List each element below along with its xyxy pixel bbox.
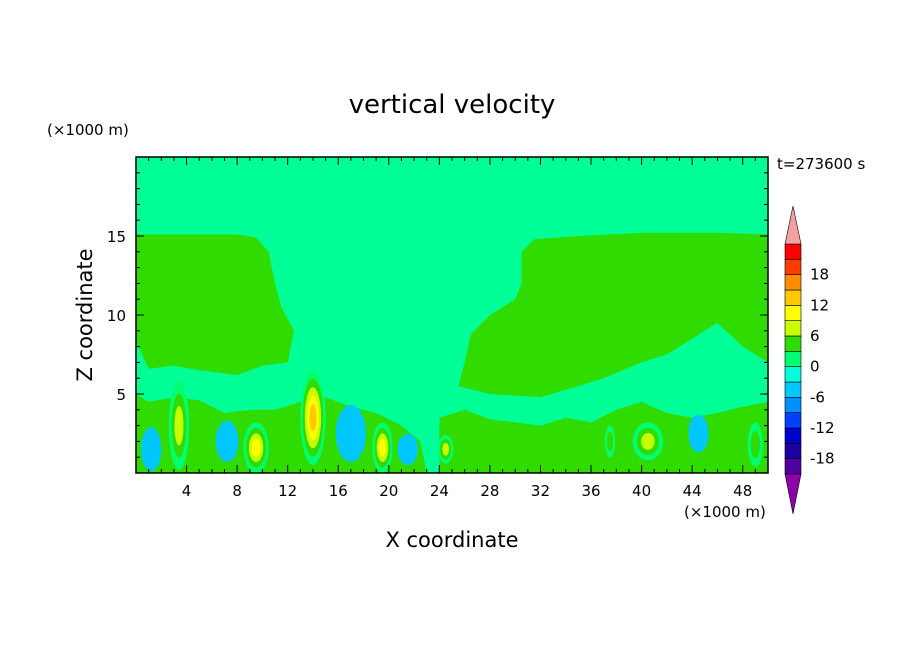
downdraft-cell-9-ring-1 [215, 420, 239, 462]
downdraft-cell-12-ring-1 [688, 414, 709, 453]
updraft-cell-6-ring-3 [641, 432, 655, 450]
y-tick-label: 5 [116, 386, 126, 404]
x-tick-label: 12 [278, 482, 297, 500]
x-tick-label: 24 [430, 482, 449, 500]
x-tick-label: 28 [480, 482, 499, 500]
colorbar-tick-label: 0 [810, 358, 820, 376]
colorbar-swatch [784, 443, 802, 459]
updraft-cell-7-ring-2 [750, 430, 761, 459]
colorbar-swatch [784, 427, 802, 444]
colorbar-swatch [784, 412, 802, 429]
colorbar-swatch [784, 320, 802, 337]
colorbar-tick-label: -12 [810, 419, 835, 437]
x-tick-label: 44 [683, 482, 702, 500]
time-label: t=273600 s [777, 155, 865, 173]
colorbar-swatch [784, 381, 802, 398]
updraft-cell-2-ring-5 [309, 404, 317, 432]
colorbar-swatch [784, 305, 802, 321]
x-tick-label: 8 [232, 482, 242, 500]
colorbar-tick-label: 12 [810, 296, 829, 314]
y-unit-label: (×1000 m) [47, 121, 129, 139]
chart-title: vertical velocity [349, 90, 556, 120]
updraft-cell-1-ring-4 [251, 438, 261, 457]
colorbar-swatch [784, 243, 802, 260]
colorbar-swatch [784, 397, 802, 413]
colorbar-swatch [784, 366, 802, 383]
colorbar-swatch [784, 259, 802, 275]
colorbar-tick-label: -18 [810, 450, 835, 468]
x-tick-label: 20 [379, 482, 398, 500]
y-axis-label: Z coordinate [73, 248, 97, 381]
x-axis-label: X coordinate [385, 528, 518, 552]
colorbar-tick-label: -6 [810, 388, 825, 406]
x-tick-label: 40 [632, 482, 651, 500]
x-tick-label: 16 [329, 482, 348, 500]
colorbar-min-arrow [784, 473, 802, 515]
upper-right-updraft-region [458, 232, 768, 398]
colorbar-swatch [784, 274, 802, 291]
downdraft-cell-10-ring-1 [335, 405, 367, 462]
y-tick-label: 10 [107, 307, 126, 325]
colorbar-tick-label: 6 [810, 327, 820, 345]
plot-area [136, 157, 768, 473]
updraft-cell-5-ring-2 [606, 431, 614, 452]
x-tick-label: 4 [182, 482, 192, 500]
colorbar: 18 12 6 0 -6 -12 -18 [784, 205, 835, 515]
updraft-cell-0-ring-3 [174, 405, 184, 446]
x-tick-label: 48 [733, 482, 752, 500]
colorbar-tick-label: 18 [810, 266, 829, 284]
x-unit-label: (×1000 m) [684, 503, 766, 521]
colorbar-swatch [784, 289, 802, 306]
downdraft-cell-8-ring-1 [141, 427, 162, 472]
y-tick-label: 15 [107, 228, 126, 246]
upper-left-updraft-region [136, 234, 294, 375]
colorbar-swatch [784, 458, 802, 475]
lower-right-updraft-band [439, 401, 768, 473]
updraft-cell-3-ring-4 [378, 438, 386, 457]
downdraft-cell-11-ring-1 [397, 433, 418, 466]
colorbar-swatch [784, 351, 802, 367]
colorbar-swatch [784, 335, 802, 352]
colorbar-max-arrow [784, 205, 802, 245]
x-tick-label: 36 [581, 482, 600, 500]
updraft-cell-4-ring-3 [442, 442, 450, 456]
x-tick-label: 32 [531, 482, 550, 500]
